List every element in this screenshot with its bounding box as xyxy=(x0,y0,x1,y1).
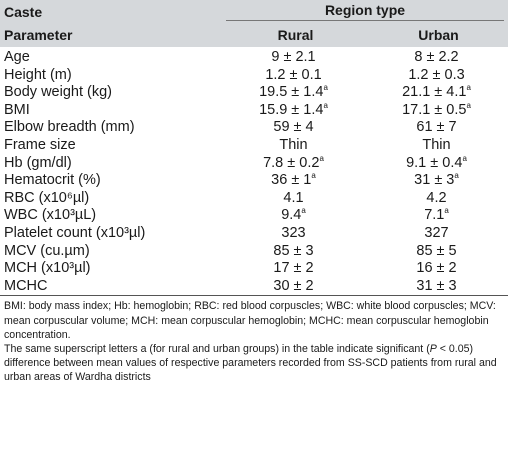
header-row-caste: Caste Region type xyxy=(0,0,508,23)
rural-value-cell: 9.4a xyxy=(281,206,306,224)
urban-header: Urban xyxy=(365,23,508,47)
table-row: Height (m) 1.2 ± 0.1 1.2 ± 0.3 xyxy=(0,67,508,85)
rural-value-cell: 7.8 ± 0.2a xyxy=(263,153,324,171)
table-footnote: BMI: body mass index; Hb: hemoglobin; RB… xyxy=(0,296,508,384)
urban-value-cell: 21.1 ± 4.1a xyxy=(402,83,471,101)
urban-value-cell: 31 ± 3 xyxy=(365,277,508,297)
parameter-cell: Frame size xyxy=(4,136,76,153)
urban-value-cell: 327 xyxy=(424,224,449,241)
rural-value-cell: 17 ± 2 xyxy=(273,260,314,277)
parameter-cell: Body weight (kg) xyxy=(4,84,112,101)
urban-value-cell: 16 ± 2 xyxy=(416,260,457,277)
rural-value-cell: 323 xyxy=(281,224,306,241)
parameter-cell: MCV (cu.µm) xyxy=(4,242,90,259)
rural-value-cell: 59 ± 4 xyxy=(273,119,314,136)
caste-header: Caste xyxy=(0,0,222,23)
urban-value-cell: 8 ± 2.2 xyxy=(414,49,459,65)
parameter-cell: Platelet count (x10³µl) xyxy=(4,224,146,241)
urban-value-cell: 61 ± 7 xyxy=(416,119,457,136)
table-row: Age 9 ± 2.1 8 ± 2.2 xyxy=(0,47,508,67)
urban-value-cell: 85 ± 5 xyxy=(416,242,457,259)
parameter-header: Parameter xyxy=(0,23,222,47)
table-row: RBC (x10⁶µl) 4.1 4.2 xyxy=(0,190,508,208)
parameter-cell: Elbow breadth (mm) xyxy=(4,119,135,136)
rural-value-cell: 19.5 ± 1.4a xyxy=(259,83,328,101)
table-row: MCHC 30 ± 2 31 ± 3 xyxy=(0,277,508,297)
urban-value-cell: 1.2 ± 0.3 xyxy=(408,66,465,83)
parameter-cell: WBC (x10³µL) xyxy=(4,207,97,224)
table-row: Frame size Thin Thin xyxy=(0,137,508,155)
rural-value-cell: 36 ± 1a xyxy=(271,171,316,189)
table-row: BMI 15.9 ± 1.4a 17.1 ± 0.5a xyxy=(0,100,508,120)
parameter-cell: MCH (x10³µl) xyxy=(4,260,91,277)
urban-value-cell: Thin xyxy=(422,136,451,153)
parameter-cell: MCHC xyxy=(0,277,222,297)
parameter-cell: RBC (x10⁶µl) xyxy=(4,189,90,206)
table-row: Platelet count (x10³µl) 323 327 xyxy=(0,225,508,243)
significance-note: The same superscript letters a (for rura… xyxy=(4,342,497,384)
header-row-parameter: Parameter Rural Urban xyxy=(0,23,508,47)
rural-value-cell: 85 ± 3 xyxy=(273,242,314,259)
table-row: Hb (gm/dl) 7.8 ± 0.2a 9.1 ± 0.4a xyxy=(0,153,508,173)
table-row: WBC (x10³µL) 9.4a 7.1a xyxy=(0,207,508,225)
table-row: MCV (cu.µm) 85 ± 3 85 ± 5 xyxy=(0,243,508,261)
urban-value-cell: 9.1 ± 0.4a xyxy=(406,153,467,171)
table-body: Age 9 ± 2.1 8 ± 2.2 Height (m) 1.2 ± 0.1 1.2 … xyxy=(0,47,508,297)
urban-value-cell: 7.1a xyxy=(424,206,449,224)
parameter-cell: Age xyxy=(4,49,30,65)
table-row: Elbow breadth (mm) 59 ± 4 61 ± 7 xyxy=(0,119,508,137)
abbreviations-note: BMI: body mass index; Hb: hemoglobin; RB… xyxy=(4,300,496,341)
region-type-header: Region type xyxy=(226,2,504,21)
table-header: Caste Region type Parameter Rural Urban xyxy=(0,0,508,47)
rural-value-cell: Thin xyxy=(279,136,308,153)
parameter-cell: Height (m) xyxy=(4,66,72,83)
urban-value-cell: 17.1 ± 0.5a xyxy=(402,100,471,118)
parameters-table: Caste Region type Parameter Rural Urban … xyxy=(0,0,508,297)
rural-value-cell: 4.1 xyxy=(283,189,304,206)
rural-value-cell: 9 ± 2.1 xyxy=(271,49,316,65)
rural-value-cell: 30 ± 2 xyxy=(222,277,365,297)
urban-value-cell: 4.2 xyxy=(426,189,447,206)
rural-header: Rural xyxy=(222,23,365,47)
parameter-cell: Hematocrit (%) xyxy=(4,172,101,189)
urban-value-cell: 31 ± 3a xyxy=(414,171,459,189)
table-row: Hematocrit (%) 36 ± 1a 31 ± 3a xyxy=(0,172,508,190)
rural-value-cell: 1.2 ± 0.1 xyxy=(265,66,322,83)
rural-value-cell: 15.9 ± 1.4a xyxy=(259,100,328,118)
table-row: Body weight (kg) 19.5 ± 1.4a 21.1 ± 4.1a xyxy=(0,84,508,102)
parameter-cell: BMI xyxy=(4,101,30,118)
table-row: MCH (x10³µl) 17 ± 2 16 ± 2 xyxy=(0,260,508,278)
parameter-cell: Hb (gm/dl) xyxy=(4,154,72,171)
